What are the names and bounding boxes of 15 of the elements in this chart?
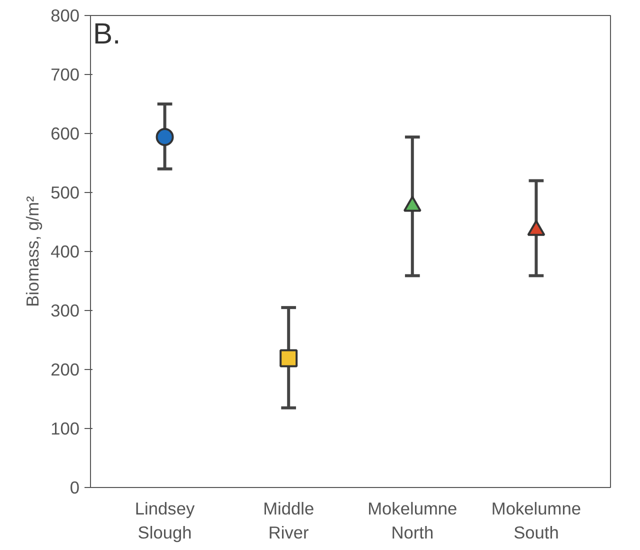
y-tick-label: 600 [50, 124, 80, 144]
y-tick-label: 400 [50, 242, 80, 262]
x-tick-label: Lindsey Slough [134, 498, 195, 542]
annotation: B. [92, 18, 121, 50]
y-tick-label: 100 [50, 418, 80, 438]
y-tick-label: 800 [50, 6, 80, 26]
x-tick-label: Middle River [263, 498, 314, 542]
y-tick-label: 200 [50, 360, 80, 380]
y-tick-label: 0 [70, 478, 80, 498]
y-axis-title: Biomass, g/m² [22, 196, 43, 307]
x-tick-label: Mokelumne North [368, 498, 458, 542]
y-tick-label: 500 [50, 182, 80, 202]
x-tick-label: Mokelumne South [491, 498, 582, 542]
y-tick-label: 700 [50, 64, 80, 84]
y-tick-label: 300 [50, 300, 80, 320]
